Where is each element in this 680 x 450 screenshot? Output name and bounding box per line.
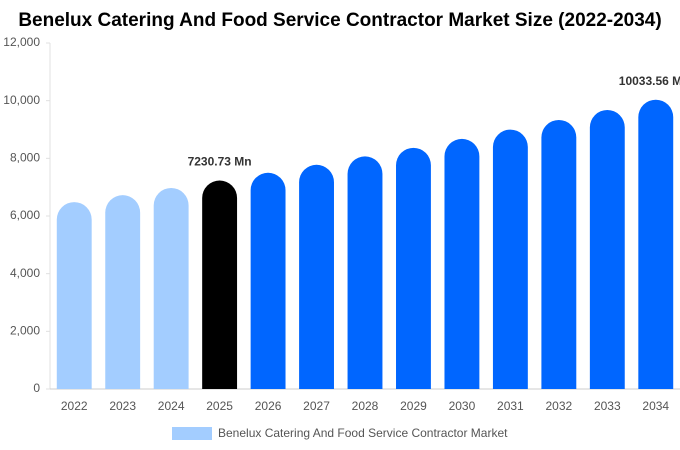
x-tick-label: 2028 (352, 399, 379, 413)
bar (347, 156, 383, 389)
bar (105, 195, 141, 389)
bar (250, 172, 286, 389)
x-tick-label: 2030 (449, 399, 476, 413)
legend-label: Benelux Catering And Food Service Contra… (218, 426, 508, 440)
bar (492, 129, 528, 389)
x-tick-label: 2032 (545, 399, 572, 413)
x-tick-label: 2033 (594, 399, 621, 413)
bar (56, 202, 92, 389)
y-tick-label: 12,000 (3, 35, 40, 49)
legend-swatch (172, 427, 212, 440)
bar (638, 99, 674, 389)
x-tick-label: 2034 (642, 399, 669, 413)
bar (396, 147, 431, 389)
y-tick-label: 4,000 (10, 266, 40, 280)
x-tick-label: 2031 (497, 399, 524, 413)
bar (202, 180, 238, 389)
x-tick-label: 2029 (400, 399, 427, 413)
x-tick-label: 2024 (158, 399, 185, 413)
value-label: 7230.73 Mn (188, 155, 252, 169)
x-tick-label: 2026 (255, 399, 282, 413)
bar (153, 187, 189, 389)
y-tick-label: 8,000 (10, 151, 40, 165)
x-tick-label: 2022 (61, 399, 88, 413)
value-label: 10033.56 Mn (619, 74, 680, 88)
chart-title: Benelux Catering And Food Service Contra… (18, 10, 661, 31)
y-tick-label: 2,000 (10, 324, 40, 338)
bar (541, 119, 577, 389)
x-tick-label: 2023 (109, 399, 136, 413)
y-tick-label: 0 (33, 381, 40, 395)
bar (589, 109, 625, 389)
bar (299, 164, 334, 389)
y-tick-label: 6,000 (10, 208, 40, 222)
bar (444, 138, 480, 389)
y-tick-label: 10,000 (3, 93, 40, 107)
x-tick-label: 2027 (303, 399, 330, 413)
x-tick-label: 2025 (206, 399, 233, 413)
